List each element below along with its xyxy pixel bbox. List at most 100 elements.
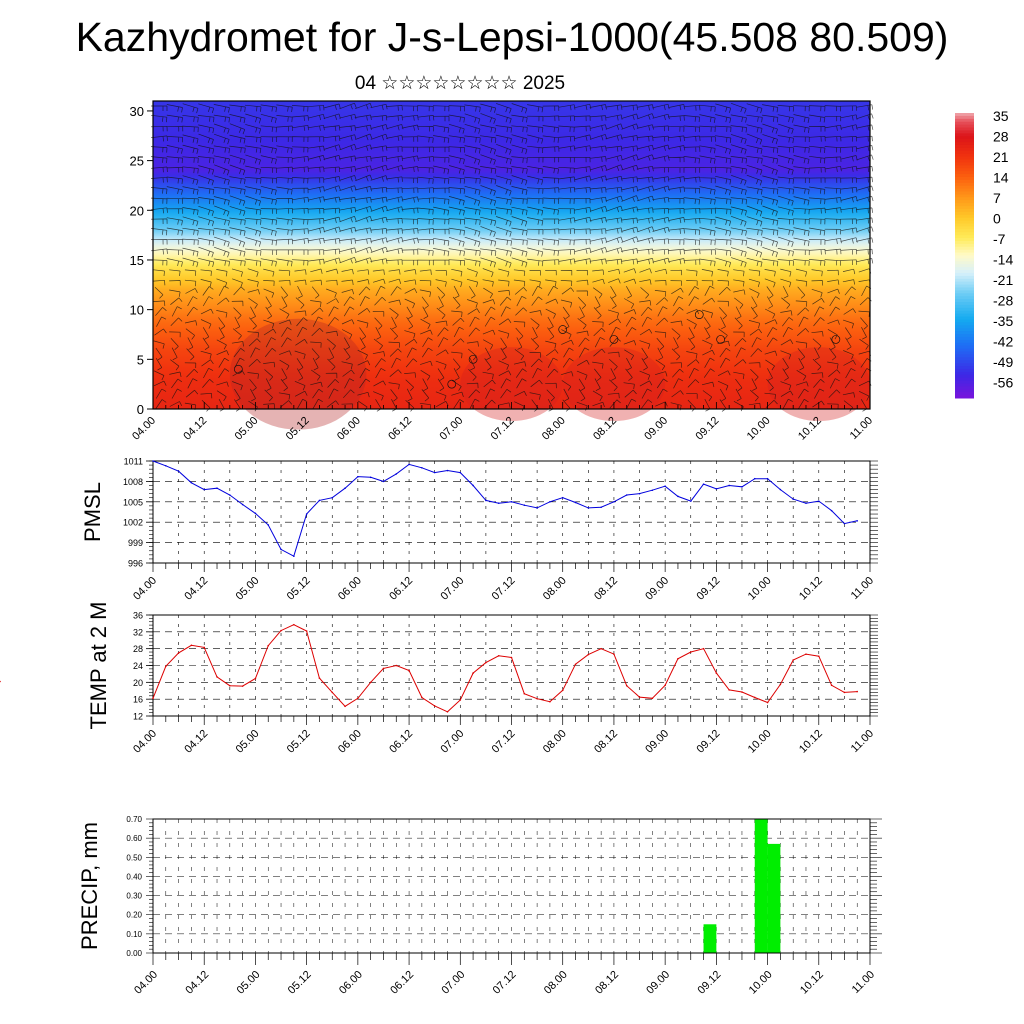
y-tick-label: 30 [130, 104, 144, 119]
pmsl-data-point [433, 471, 436, 474]
temp-data-point [741, 691, 743, 693]
colorbar-label: -35 [993, 313, 1013, 329]
colorbar: 35 28 21 14 7 0 -7 -14 -21 -28 -35 -42 -49 -56 [955, 108, 1013, 399]
colorbar-label: -42 [993, 334, 1013, 350]
x-tick-label: 10.12 [797, 575, 825, 603]
pmsl-data-point [638, 492, 641, 495]
colorbar-swatch [955, 345, 974, 350]
pmsl-data-point [613, 501, 615, 503]
pmsl-data-point [408, 463, 410, 466]
temp-data-point [369, 681, 372, 684]
y-tick-label: 1005 [123, 497, 143, 507]
x-tick-label: 11.00 [849, 575, 876, 602]
pmsl-data-point [152, 460, 154, 462]
x-tick-label: 04.12 [182, 575, 210, 603]
colorbar-swatch [955, 316, 974, 320]
x-tick-label: 05.12 [286, 969, 314, 997]
colorbar-label: 14 [993, 170, 1009, 186]
pmsl-data-point [280, 548, 282, 551]
x-tick-label: 05.00 [234, 575, 262, 603]
pmsl-data-point [728, 484, 730, 487]
temp-data-point [817, 655, 820, 658]
calm-circle [558, 325, 568, 334]
pmsl-data-point [369, 476, 372, 479]
temp-data-point [203, 646, 206, 649]
x-tick-label: 09.12 [695, 575, 723, 603]
calm-circle [447, 379, 457, 389]
temp-data-point [446, 710, 449, 713]
y-tick-label: 0.10 [126, 930, 142, 939]
precip-panel: 0.00 0.10 0.20 0.30 0.40 0.50 0.60 0.70 04.00 04.… [77, 815, 882, 997]
warm-core [460, 347, 563, 422]
temp-data-point [549, 700, 551, 703]
y-tick-label: 996 [128, 559, 143, 569]
x-tick-label: 06.12 [387, 728, 415, 756]
pmsl-data-point [459, 471, 462, 474]
pmsl-data-point [357, 475, 359, 478]
colorbar-swatch [955, 348, 974, 352]
x-tick-label: 04.12 [181, 415, 209, 443]
pmsl-data-point [792, 498, 794, 500]
pmsl-series-line [152, 460, 858, 557]
temp-series-line [152, 624, 858, 713]
temp-data-point [689, 651, 692, 653]
temp-data-point [421, 696, 423, 699]
temp-data-point [792, 659, 794, 661]
temp-data-point [843, 691, 846, 694]
colorbar-swatch [955, 264, 974, 268]
pmsl-data-point [574, 501, 577, 504]
colorbar-swatch [955, 203, 974, 207]
temp-data-point [766, 701, 769, 704]
x-tick-label: 04.12 [182, 728, 210, 756]
x-tick-label: 04.00 [130, 415, 158, 443]
colorbar-label: -28 [993, 293, 1013, 309]
x-tick-label: 10.00 [746, 575, 774, 603]
x-tick-label: 06.00 [335, 415, 363, 443]
colorbar-swatch [955, 354, 974, 358]
temp-data-point [0, 680, 1, 683]
colorbar-label: 0 [993, 211, 1001, 227]
temp-data-point [485, 661, 487, 664]
x-tick-label: 09.12 [696, 969, 724, 997]
x-tick-label: 04.00 [131, 575, 159, 603]
pmsl-data-point [203, 488, 206, 491]
y-tick-label: 32 [133, 627, 143, 637]
x-tick-label: 11.00 [848, 415, 875, 442]
y-tick-label: 36 [133, 611, 143, 621]
y-tick-label: 20 [130, 203, 144, 218]
pmsl-data-point [497, 502, 500, 504]
colorbar-swatch [955, 200, 974, 204]
warm-core [767, 347, 870, 422]
colorbar-swatch [955, 217, 974, 222]
x-tick-label: 06.00 [336, 728, 364, 756]
pmsl-data-point [702, 483, 705, 485]
colorbar-swatch [955, 147, 974, 152]
colorbar-swatch [955, 366, 974, 370]
colorbar-swatch [955, 150, 974, 155]
colorbar-swatch [955, 179, 974, 184]
colorbar-swatch [955, 118, 974, 123]
temp-data-point [805, 653, 807, 655]
y-tick-label: 10 [130, 303, 144, 318]
colorbar-swatch [955, 246, 974, 251]
colorbar-swatch [955, 121, 974, 126]
colorbar-swatch [955, 188, 974, 193]
colorbar-swatch [955, 162, 974, 166]
pmsl-data-point [830, 509, 833, 512]
precip-bar [767, 843, 781, 953]
calm-circle [468, 354, 478, 364]
temp-data-point [395, 664, 398, 667]
calm-circle [234, 364, 243, 374]
colorbar-swatch [955, 293, 974, 297]
colorbar-swatch [955, 342, 974, 347]
colorbar-swatch [955, 127, 974, 131]
pmsl-data-point [625, 494, 628, 496]
x-tick-label: 07.12 [490, 575, 518, 603]
colorbar-label: 28 [993, 129, 1009, 145]
colorbar-swatch [955, 174, 974, 178]
x-tick-label: 07.00 [438, 575, 466, 603]
colorbar-swatch [955, 272, 974, 277]
temp-data-point [280, 629, 282, 632]
pmsl-data-point [651, 489, 654, 492]
x-tick-label: 09.12 [695, 728, 723, 756]
